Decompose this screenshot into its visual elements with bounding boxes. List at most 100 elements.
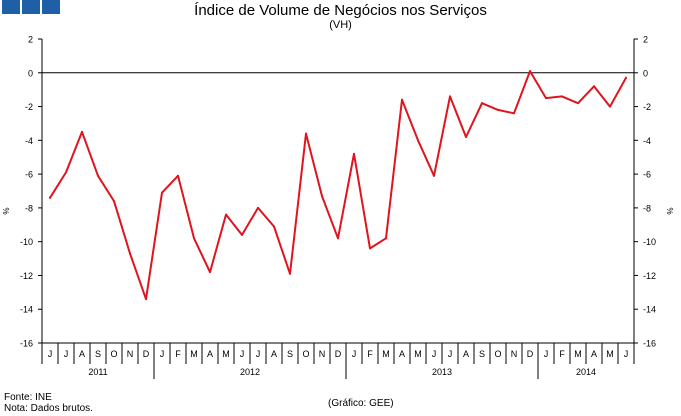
x-tick-label: M bbox=[382, 349, 390, 359]
y-tick-label-left: -8 bbox=[25, 203, 33, 213]
y-tick-label-left: -12 bbox=[20, 271, 33, 281]
x-tick-label: J bbox=[432, 349, 437, 359]
x-tick-label: N bbox=[511, 349, 518, 359]
x-tick-label: F bbox=[367, 349, 373, 359]
data-point bbox=[337, 237, 339, 240]
data-point bbox=[145, 298, 147, 301]
x-tick-label: N bbox=[127, 349, 134, 359]
data-point bbox=[209, 271, 211, 274]
chart-title: Índice de Volume de Negócios nos Serviço… bbox=[194, 2, 487, 19]
x-tick-label: J bbox=[544, 349, 549, 359]
year-label: 2013 bbox=[432, 367, 452, 377]
chart-subtitle: (VH) bbox=[329, 19, 352, 31]
x-tick-label: J bbox=[48, 349, 53, 359]
x-tick-label: O bbox=[110, 349, 117, 359]
x-tick-label: A bbox=[271, 349, 277, 359]
data-point bbox=[193, 237, 195, 240]
y-tick-label-left: -4 bbox=[25, 136, 33, 146]
x-tick-label: A bbox=[79, 349, 85, 359]
data-point bbox=[593, 85, 595, 88]
data-point bbox=[465, 135, 467, 138]
y-tick-label-left: -16 bbox=[20, 339, 33, 349]
y-tick-label-right: 0 bbox=[643, 68, 648, 78]
y-tick-label-right: -12 bbox=[643, 271, 656, 281]
data-point bbox=[529, 70, 531, 73]
data-point bbox=[129, 252, 131, 255]
data-point bbox=[97, 174, 99, 177]
x-tick-label: J bbox=[160, 349, 165, 359]
x-tick-label: A bbox=[463, 349, 469, 359]
data-point bbox=[609, 105, 611, 108]
year-label: 2012 bbox=[240, 367, 260, 377]
x-tick-label: M bbox=[222, 349, 230, 359]
data-point bbox=[65, 171, 67, 174]
x-tick-label: S bbox=[95, 349, 101, 359]
data-point bbox=[81, 130, 83, 133]
x-tick-label: A bbox=[591, 349, 597, 359]
data-point bbox=[417, 139, 419, 142]
data-point bbox=[289, 272, 291, 275]
data-point bbox=[545, 97, 547, 100]
x-tick-label: D bbox=[335, 349, 342, 359]
source-note: Fonte: INE bbox=[4, 392, 52, 403]
data-point bbox=[625, 76, 627, 79]
y-axis-title-left: % bbox=[2, 207, 11, 214]
data-point bbox=[481, 102, 483, 105]
y-tick-label-right: -8 bbox=[643, 203, 651, 213]
series-line bbox=[49, 70, 627, 301]
data-point bbox=[401, 98, 403, 101]
logo-square-1 bbox=[2, 0, 20, 14]
x-tick-label: S bbox=[287, 349, 293, 359]
x-tick-label: J bbox=[240, 349, 245, 359]
y-tick-label-left: -10 bbox=[20, 237, 33, 247]
y-tick-label-right: -16 bbox=[643, 339, 656, 349]
y-tick-label-right: 2 bbox=[643, 35, 648, 45]
y-tick-label-left: 2 bbox=[28, 35, 33, 45]
data-point bbox=[433, 174, 435, 177]
y-tick-label-left: -2 bbox=[25, 102, 33, 112]
y-axis-title-right: % bbox=[666, 207, 675, 214]
x-tick-label: F bbox=[559, 349, 565, 359]
data-point bbox=[161, 191, 163, 194]
x-tick-label: D bbox=[143, 349, 150, 359]
y-tick-label-right: -6 bbox=[643, 170, 651, 180]
data-point bbox=[561, 95, 563, 98]
data-point bbox=[385, 237, 387, 240]
x-tick-label: J bbox=[256, 349, 261, 359]
y-tick-label-right: -14 bbox=[643, 305, 656, 315]
x-tick-label: F bbox=[175, 349, 181, 359]
data-point bbox=[497, 108, 499, 111]
logo-square-3 bbox=[42, 0, 60, 14]
x-tick-label: M bbox=[414, 349, 422, 359]
x-tick-label: M bbox=[606, 349, 614, 359]
y-tick-label-left: -14 bbox=[20, 305, 33, 315]
data-note: Nota: Dados brutos. bbox=[4, 403, 93, 414]
x-tick-label: J bbox=[352, 349, 357, 359]
data-point bbox=[305, 132, 307, 135]
x-tick-label: A bbox=[207, 349, 213, 359]
data-point bbox=[113, 200, 115, 203]
data-point bbox=[241, 233, 243, 236]
data-point bbox=[257, 206, 259, 209]
data-point bbox=[49, 196, 51, 199]
x-tick-label: S bbox=[479, 349, 485, 359]
x-tick-label: D bbox=[527, 349, 534, 359]
data-point bbox=[449, 95, 451, 98]
data-point bbox=[513, 112, 515, 115]
y-tick-label-right: -2 bbox=[643, 102, 651, 112]
y-tick-label-right: -4 bbox=[643, 136, 651, 146]
x-tick-label: O bbox=[494, 349, 501, 359]
year-label: 2014 bbox=[576, 367, 596, 377]
data-point bbox=[321, 195, 323, 198]
y-tick-label-left: 0 bbox=[28, 68, 33, 78]
y-tick-label-left: -6 bbox=[25, 170, 33, 180]
data-point bbox=[273, 225, 275, 228]
x-tick-label: M bbox=[574, 349, 582, 359]
x-tick-label: O bbox=[302, 349, 309, 359]
x-tick-label: A bbox=[399, 349, 405, 359]
x-tick-label: M bbox=[190, 349, 198, 359]
logo-square-2 bbox=[22, 0, 40, 14]
data-point bbox=[225, 213, 227, 216]
year-label: 2011 bbox=[88, 367, 107, 377]
